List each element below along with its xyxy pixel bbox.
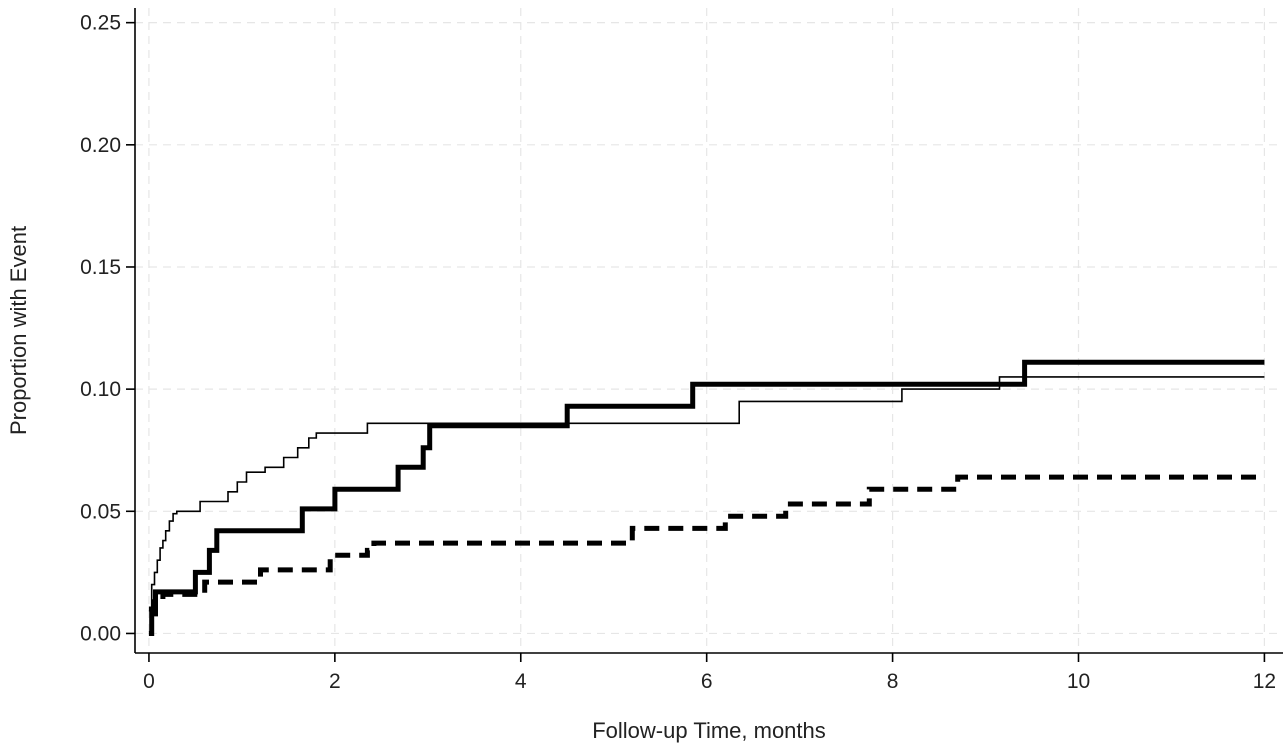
series-line-thick-solid (148, 359, 1265, 636)
y-ticks: 0.00 0.05 0.10 0.15 0.20 0.25 (80, 12, 135, 645)
y-tick-label-2: 0.10 (80, 378, 121, 401)
y-tick-label-0: 0.00 (80, 622, 121, 645)
y-tick-label-5: 0.25 (80, 12, 121, 35)
x-tick-label-3: 6 (701, 670, 713, 693)
x-axis-title: Follow-up Time, months (592, 718, 826, 743)
x-tick-label-4: 8 (887, 670, 899, 693)
x-tick-label-2: 4 (515, 670, 527, 693)
x-tick-label-5: 10 (1067, 670, 1090, 693)
x-tick-label-0: 0 (143, 670, 155, 693)
y-tick-label-4: 0.20 (80, 134, 121, 157)
x-ticks: 0 2 4 6 8 10 12 (143, 653, 1276, 693)
y-tick-label-3: 0.15 (80, 256, 121, 279)
y-axis-title: Proportion with Event (6, 226, 31, 435)
axes (134, 8, 1283, 654)
y-tick-label-1: 0.05 (80, 500, 121, 523)
grid (135, 8, 1283, 653)
series-line-thick-dashed (148, 474, 1265, 612)
x-tick-label-1: 2 (329, 670, 341, 693)
x-tick-label-6: 12 (1253, 670, 1276, 693)
series-group (148, 359, 1265, 636)
